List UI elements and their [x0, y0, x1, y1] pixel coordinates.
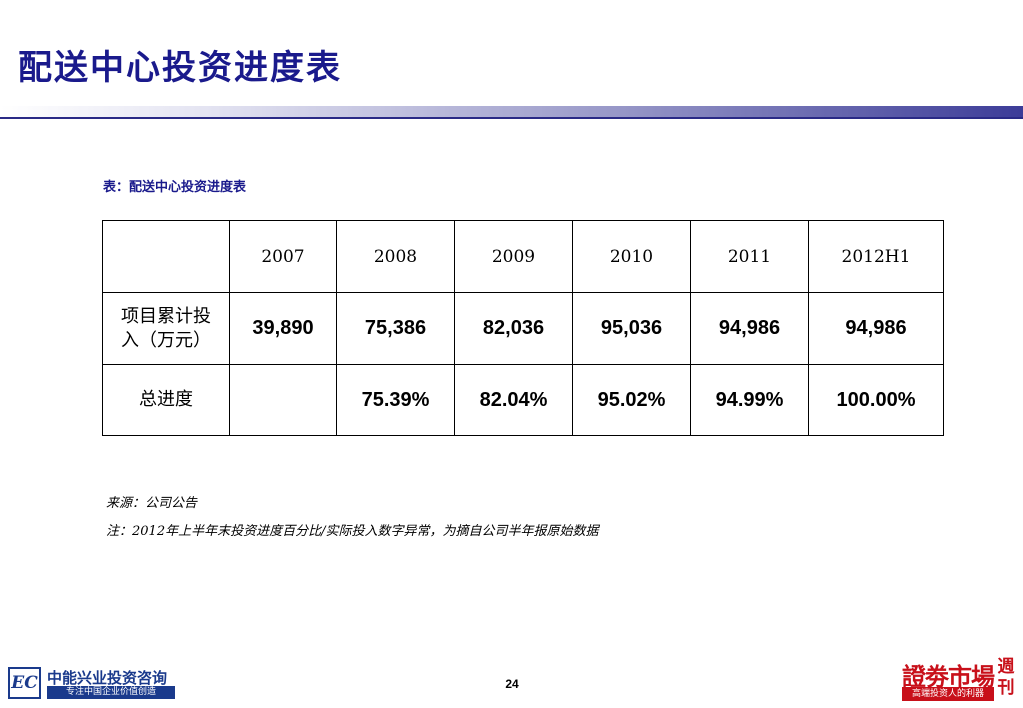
table-row-total-progress: 总进度 75.39% 82.04% 95.02% 94.99% 100.00%: [102, 364, 944, 436]
cell-progress-2010: 95.02%: [572, 364, 691, 436]
cell-investment-2009: 82,036: [454, 292, 573, 365]
table-header-row: 2007 2008 2009 2010 2011 2012H1: [102, 220, 944, 293]
cell-investment-2010: 95,036: [572, 292, 691, 365]
header-cell-2010: 2010: [572, 220, 691, 293]
header-cell-2012h1: 2012H1: [808, 220, 944, 293]
cell-investment-2007: 39,890: [229, 292, 337, 365]
investment-progress-table: 2007 2008 2009 2010 2011 2012H1 项目累计投 入（…: [102, 220, 944, 436]
magazine-logo: 證劵市場 週刊 高端投资人的利器: [902, 657, 1017, 703]
magazine-slogan: 高端投资人的利器: [902, 687, 994, 701]
row-label-total-progress: 总进度: [102, 364, 230, 436]
company-slogan: 专注中国企业价值创造: [47, 686, 175, 699]
header-cell-2009: 2009: [454, 220, 573, 293]
company-logo: EC 中能兴业投资咨询 专注中国企业价值创造: [8, 667, 178, 701]
header-cell-2007: 2007: [229, 220, 337, 293]
source-note: 来源：公司公告: [106, 496, 198, 511]
cell-progress-2012h1: 100.00%: [808, 364, 944, 436]
cell-investment-2008: 75,386: [336, 292, 455, 365]
magazine-weekly-mark: 週刊: [997, 657, 1015, 698]
row-label-line-2: 入（万元）: [121, 329, 211, 351]
cell-investment-2011: 94,986: [690, 292, 809, 365]
slide-title: 配送中心投资进度表: [18, 48, 342, 88]
row-label-cumulative-investment: 项目累计投 入（万元）: [102, 292, 230, 365]
page-number: 24: [505, 677, 519, 691]
title-underline: [0, 117, 1023, 119]
magazine-name: 證劵市場: [902, 662, 995, 691]
row-label-line-1: 项目累计投: [121, 305, 211, 327]
cell-progress-2009: 82.04%: [454, 364, 573, 436]
cell-progress-2007: [229, 364, 337, 436]
cell-progress-2011: 94.99%: [690, 364, 809, 436]
ec-logo-mark: EC: [8, 667, 41, 699]
table-caption: 表：配送中心投资进度表: [103, 180, 247, 195]
company-name: 中能兴业投资咨询: [47, 669, 168, 687]
header-cell-2011: 2011: [690, 220, 809, 293]
table-row-cumulative-investment: 项目累计投 入（万元） 39,890 75,386 82,036 95,036 …: [102, 292, 944, 365]
header-cell-2008: 2008: [336, 220, 455, 293]
remark-note: 注：2012年上半年末投资进度百分比/实际投入数字异常，为摘自公司半年报原始数据: [106, 524, 599, 539]
cell-investment-2012h1: 94,986: [808, 292, 944, 365]
title-gradient-bar: [0, 106, 1023, 119]
header-cell-empty: [102, 220, 230, 293]
cell-progress-2008: 75.39%: [336, 364, 455, 436]
